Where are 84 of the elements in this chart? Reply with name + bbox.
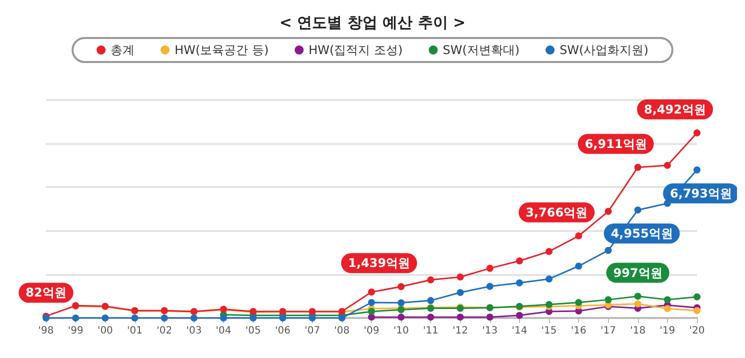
point [368, 308, 375, 315]
point [427, 314, 434, 321]
point [308, 314, 316, 322]
point [634, 206, 642, 214]
point [338, 314, 346, 322]
data-label: 6,911억원 [584, 136, 647, 151]
point [160, 314, 168, 322]
x-tick-label: '11 [422, 326, 438, 336]
point [664, 162, 671, 169]
data-label: 3,766억원 [526, 205, 588, 220]
point [102, 314, 109, 322]
point [634, 292, 642, 300]
x-tick-label: '02 [156, 326, 172, 336]
point [664, 296, 671, 304]
x-tick-label: '09 [364, 326, 380, 336]
point [398, 314, 405, 321]
point [694, 166, 700, 174]
point [368, 299, 375, 306]
chart-title: < 연도별 창업 예산 추이 > [279, 14, 466, 32]
point [427, 297, 434, 304]
data-label: 6,793억원 [670, 186, 732, 200]
data-label: 4,955억원 [610, 226, 673, 240]
point [516, 279, 523, 286]
data-label: 8,492억원 [644, 102, 706, 116]
point [664, 305, 671, 312]
point [516, 257, 523, 264]
legend-label: 총계 [110, 43, 135, 57]
x-tick-label: '15 [541, 326, 557, 336]
x-tick-label: '98 [38, 326, 54, 336]
x-tick-label: '00 [97, 326, 113, 336]
point [398, 299, 405, 306]
legend-label: HW(집적지 조성) [308, 43, 403, 57]
x-tick-label: '06 [274, 326, 290, 336]
point [456, 314, 464, 321]
point [575, 299, 582, 306]
x-tick-label: '17 [600, 326, 616, 336]
x-tick-label: '08 [334, 326, 350, 336]
point [604, 208, 612, 215]
point [516, 312, 523, 319]
data-label: 997억원 [613, 266, 662, 280]
point [634, 300, 642, 308]
x-tick-label: '03 [186, 326, 202, 336]
point [694, 129, 700, 136]
x-tick-label: '18 [630, 326, 646, 336]
point [456, 274, 464, 281]
point [634, 164, 642, 171]
legend-label: SW(사업화지원) [560, 43, 648, 57]
point [546, 275, 553, 282]
x-tick-label: '04 [216, 326, 232, 336]
point [456, 288, 464, 296]
legend-label: HW(보육공간 등) [174, 43, 269, 57]
x-tick-label: '20 [689, 326, 705, 336]
x-tick-label: '12 [452, 326, 468, 336]
x-tick-label: '01 [127, 326, 143, 336]
point [250, 314, 257, 322]
point [486, 264, 494, 272]
point [575, 262, 582, 270]
data-label: 1,439억원 [348, 256, 410, 270]
x-tick-label: '10 [393, 326, 409, 336]
data-label: 82억원 [26, 286, 66, 300]
x-tick-label: '05 [245, 326, 261, 336]
point [72, 314, 80, 322]
x-tick-label: '14 [512, 326, 528, 336]
point [398, 283, 405, 290]
legend-label: SW(저변확대) [442, 43, 520, 57]
x-tick-label: '19 [660, 326, 676, 336]
point [279, 314, 286, 322]
point [694, 293, 700, 300]
point [604, 246, 612, 254]
point [486, 282, 494, 290]
point [604, 296, 612, 304]
point [694, 307, 700, 314]
point [427, 276, 434, 284]
point [368, 288, 375, 296]
x-tick-label: '16 [570, 326, 586, 336]
point [190, 314, 198, 322]
point [546, 248, 553, 256]
point [575, 232, 582, 240]
x-tick-label: '07 [304, 326, 320, 336]
point [131, 314, 138, 322]
point [486, 314, 494, 321]
x-tick-label: '13 [482, 326, 498, 336]
x-tick-label: '99 [68, 326, 84, 336]
point [220, 314, 228, 322]
